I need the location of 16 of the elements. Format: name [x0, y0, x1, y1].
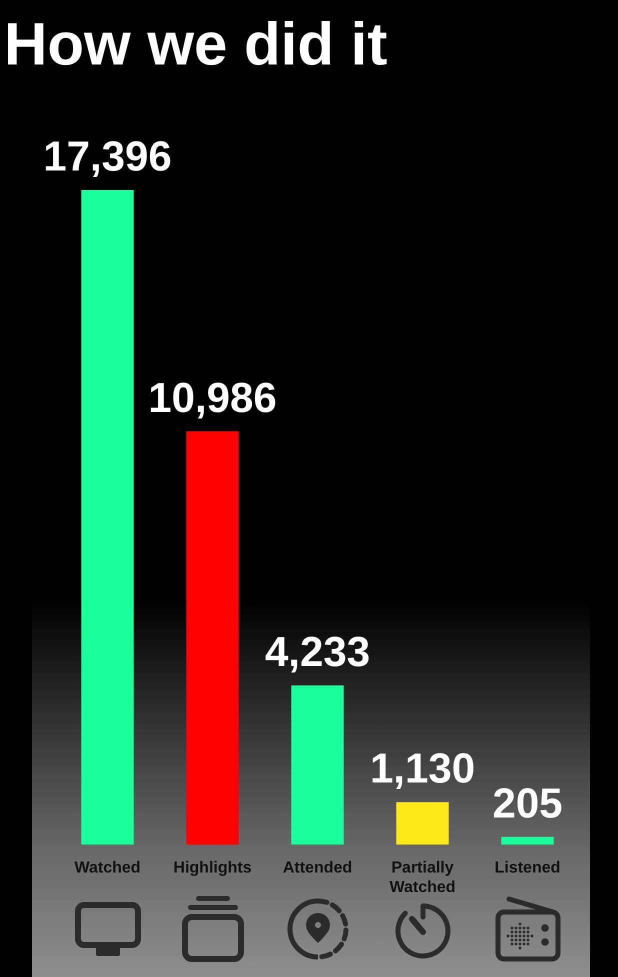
bar	[81, 190, 134, 845]
x-tick-label: Listened	[494, 860, 560, 877]
data-label: 205	[492, 779, 563, 826]
bar	[396, 802, 449, 845]
chart-title: How we did it	[4, 10, 388, 78]
x-tick-label: Attended	[282, 860, 352, 877]
x-tick-label: Highlights	[173, 860, 252, 877]
x-tick-label: Watched	[74, 860, 141, 877]
x-tick-label: Partially Watched	[389, 860, 456, 896]
bar	[501, 836, 554, 845]
bar	[186, 431, 239, 845]
data-label: 17,396	[43, 132, 172, 180]
data-label: 10,986	[148, 374, 277, 421]
data-label: 4,233	[264, 628, 370, 675]
data-label: 1,130	[370, 744, 476, 792]
bar	[291, 685, 344, 845]
